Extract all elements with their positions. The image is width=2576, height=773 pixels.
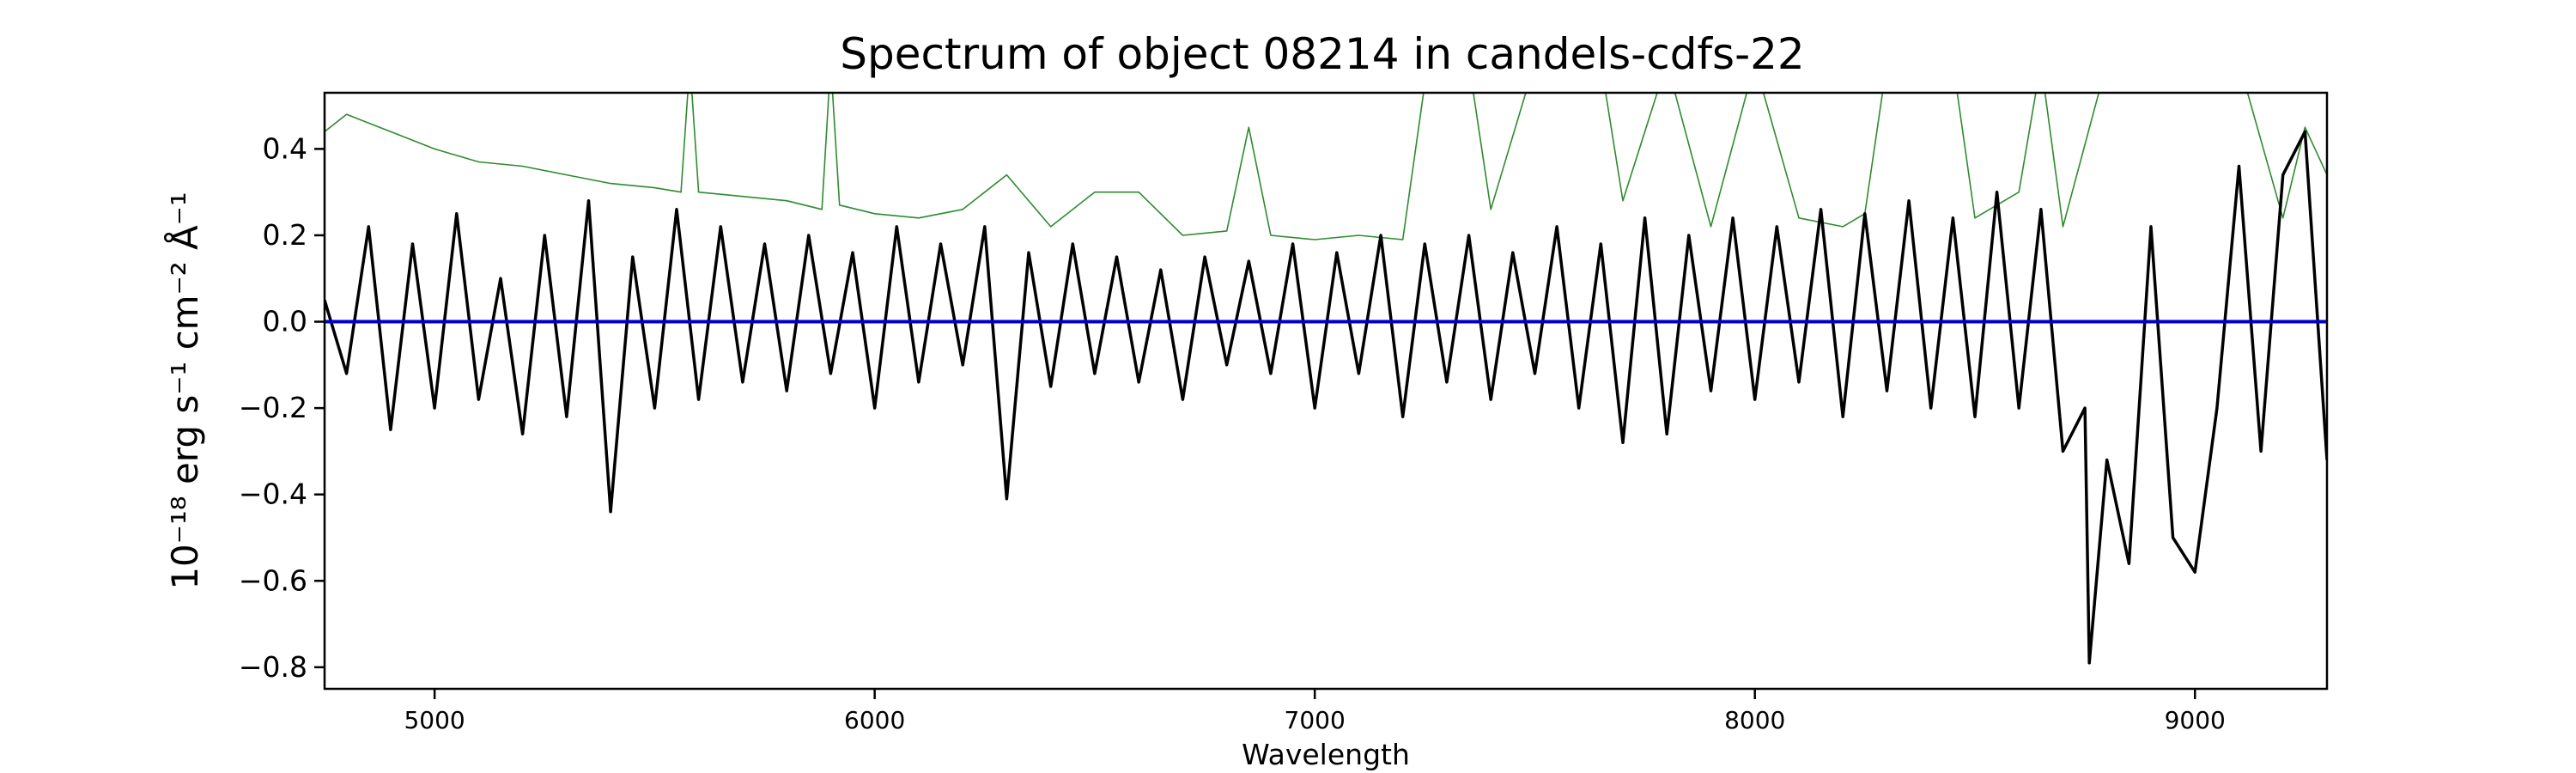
y-tick-label: 0.2 bbox=[263, 218, 307, 252]
y-axis-label: 10⁻¹⁸ erg s⁻¹ cm⁻² Å⁻¹ bbox=[163, 192, 206, 589]
x-axis: 5000 6000 7000 8000 9000 bbox=[404, 689, 2226, 734]
y-tick-label: −0.8 bbox=[239, 650, 307, 684]
x-tick-label: 5000 bbox=[404, 706, 465, 734]
y-tick-label: 0.4 bbox=[263, 131, 307, 165]
y-axis: 0.4 0.2 0.0 −0.2 −0.4 −0.6 −0.8 bbox=[239, 131, 325, 684]
y-tick-label: −0.6 bbox=[239, 563, 307, 597]
x-axis-label: Wavelength bbox=[1242, 738, 1410, 771]
x-tick-label: 8000 bbox=[1724, 706, 1785, 734]
y-tick-label: −0.2 bbox=[239, 391, 307, 424]
x-tick-label: 6000 bbox=[844, 706, 905, 734]
chart-title: Spectrum of object 08214 in candels-cdfs… bbox=[840, 29, 1805, 79]
series-line-0 bbox=[325, 130, 2327, 665]
series-line-2 bbox=[325, 93, 2327, 240]
series-layer bbox=[325, 93, 2327, 665]
x-tick-label: 9000 bbox=[2165, 706, 2226, 734]
y-tick-label: −0.4 bbox=[239, 478, 307, 511]
x-tick-label: 7000 bbox=[1285, 706, 1346, 734]
y-tick-label: 0.0 bbox=[263, 305, 307, 338]
plot-frame bbox=[323, 91, 2329, 691]
